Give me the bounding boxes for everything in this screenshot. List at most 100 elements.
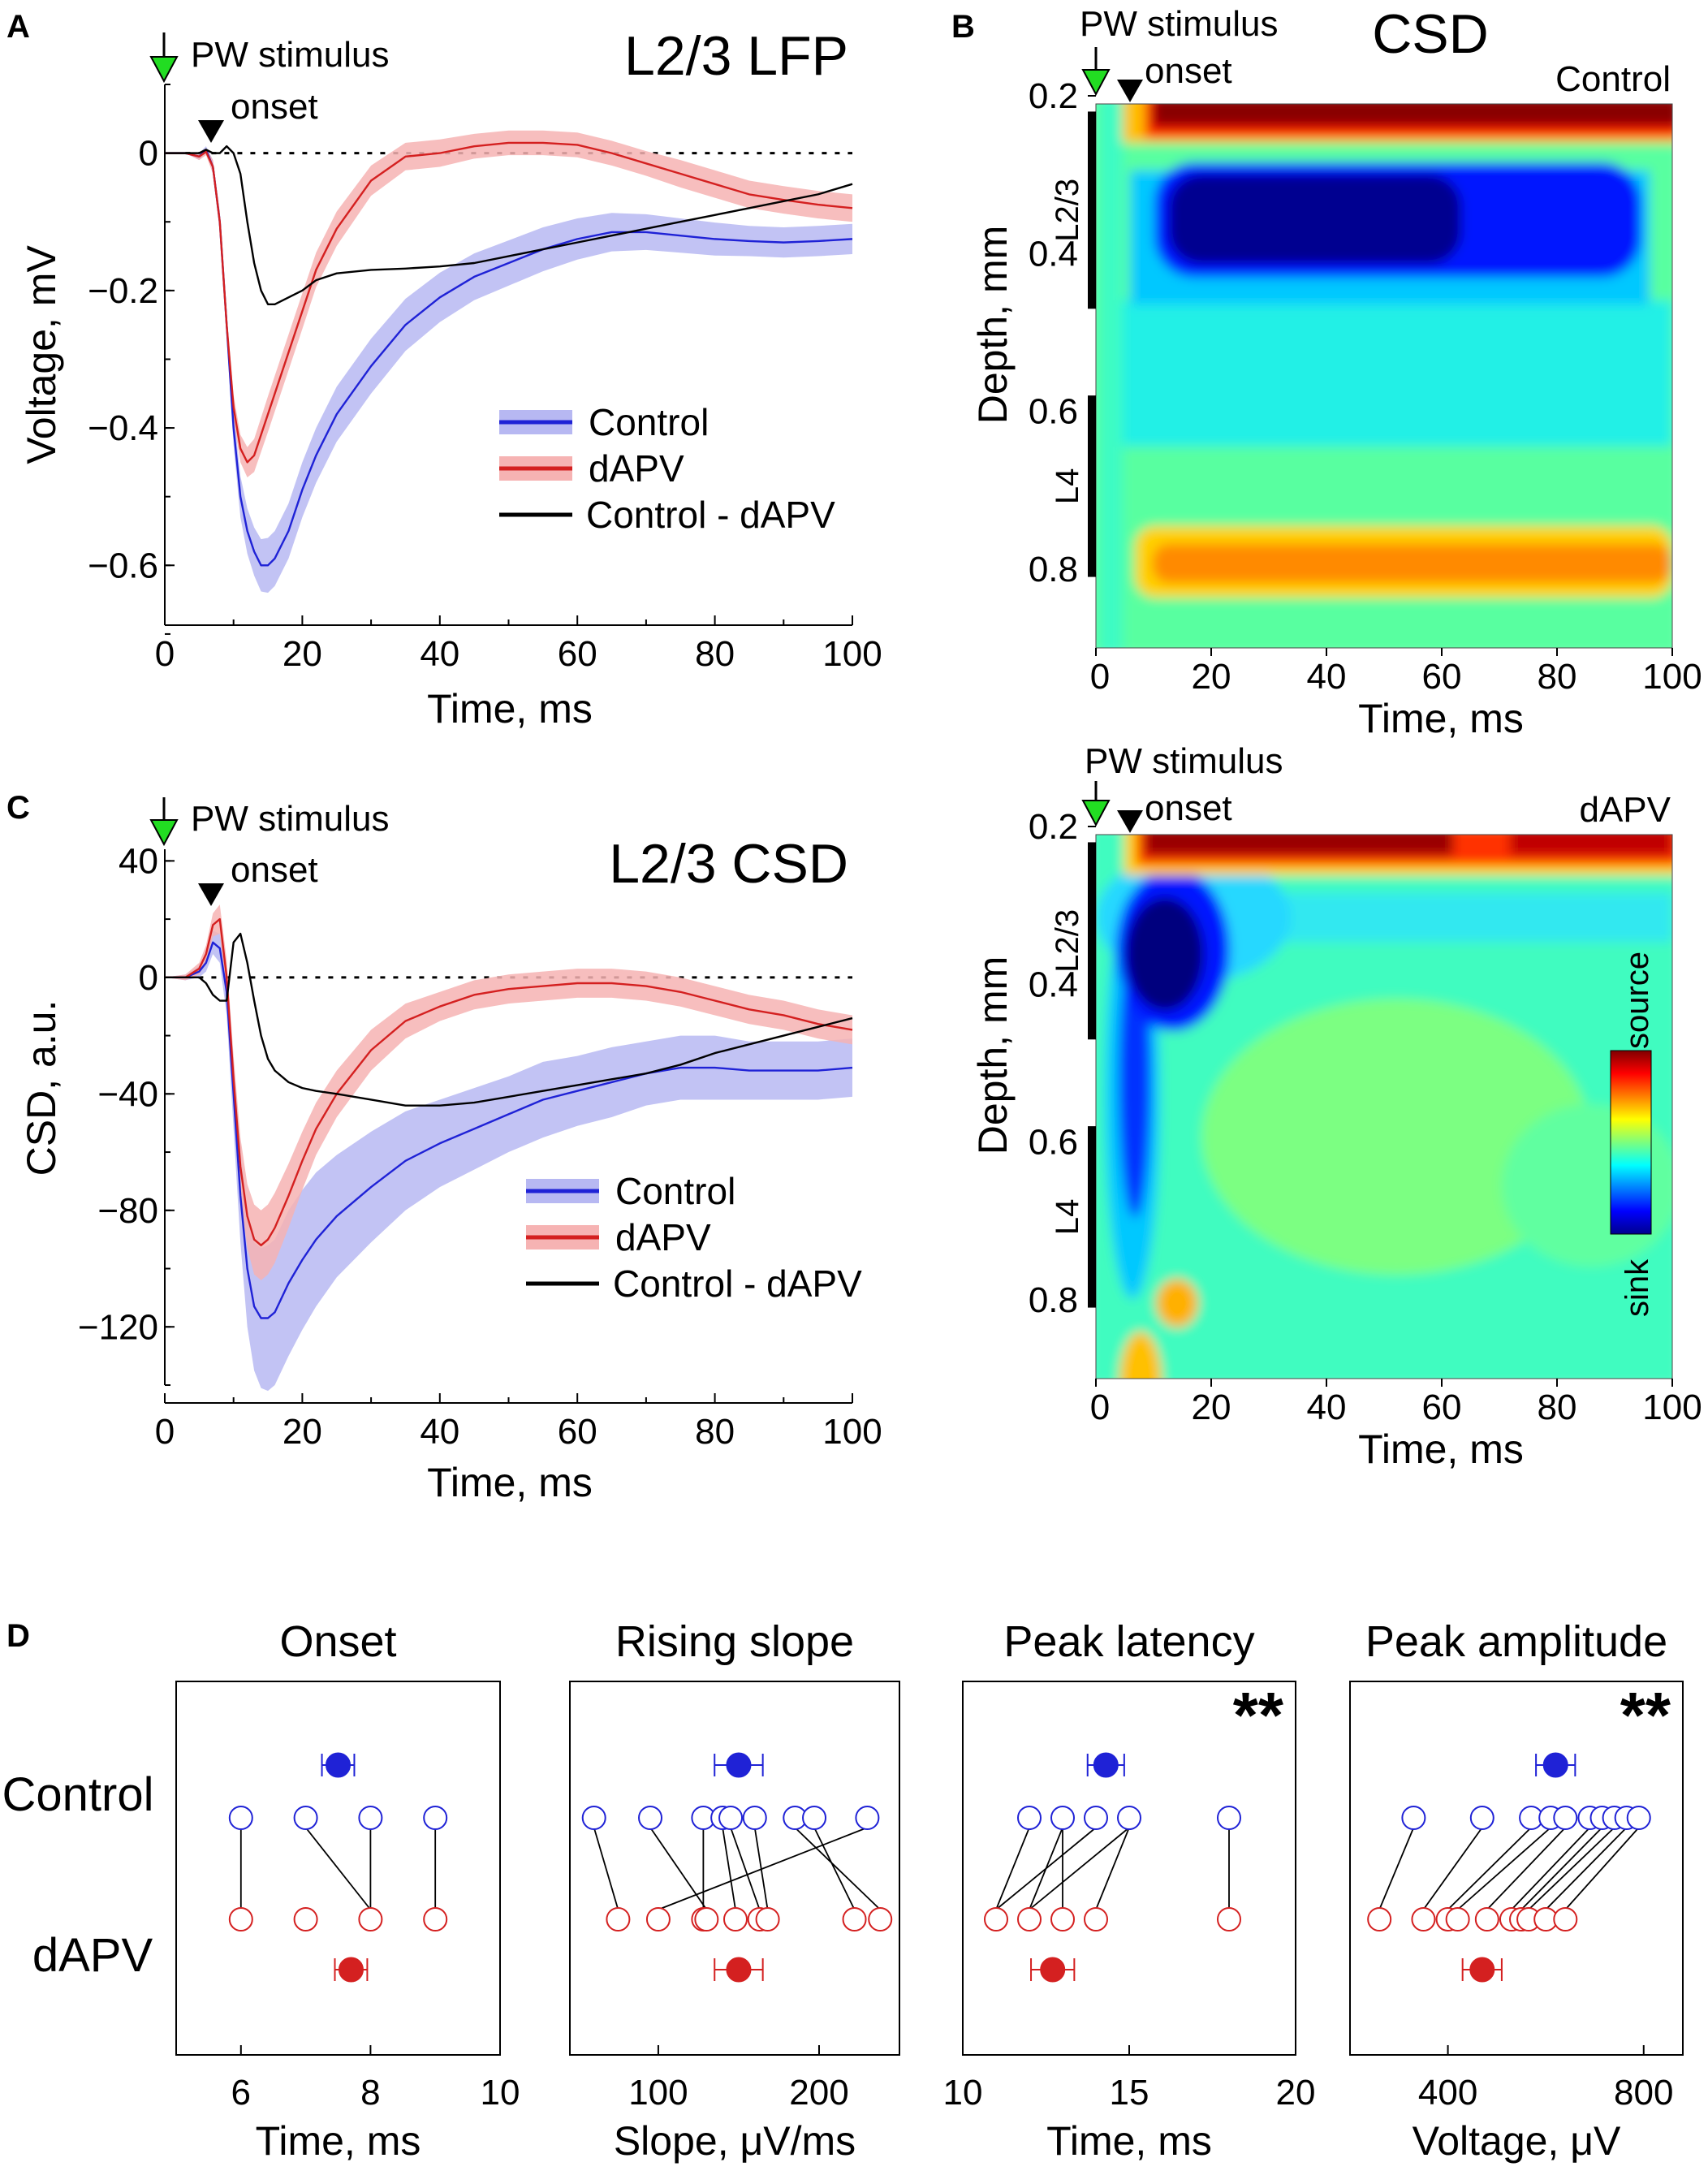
heatmap-region <box>1502 1104 1672 1267</box>
control-mean-point <box>1093 1752 1119 1778</box>
subplot-peak-latency: Peak latency Time, ms 10 15 20 ** <box>943 1617 1316 2164</box>
csd-heatmap-dapv: dAPV Time, ms Depth, mm <box>970 741 1702 1472</box>
layer-label: L2/3 <box>1050 179 1085 242</box>
dapv-point <box>694 1907 719 1931</box>
y-tick-label: 0.4 <box>1029 234 1078 274</box>
subplot-onset: Onset Time, ms6 8 10 <box>175 1617 520 2164</box>
sink-core <box>1126 897 1204 1011</box>
source-core <box>1145 835 1453 856</box>
x-tick-label: 40 <box>420 634 459 674</box>
control-point <box>293 1806 318 1830</box>
stimulus-arrow-icon <box>149 819 179 847</box>
row-label-dapv: dAPV <box>32 1929 153 1982</box>
series-group <box>165 904 853 1392</box>
onset-marker-icon <box>198 120 224 143</box>
stimulus-arrow-icon <box>149 56 179 84</box>
onset-label: onset <box>1145 788 1232 828</box>
x-tick-label: 100 <box>822 1412 882 1452</box>
legend-dapv-label: dAPV <box>589 447 684 490</box>
control-point <box>423 1806 448 1830</box>
layer-label: L4 <box>1050 468 1085 505</box>
stimulus-arrow-icon <box>1081 69 1111 97</box>
sink-core <box>1169 175 1461 264</box>
pair-line <box>995 1827 1030 1910</box>
stimulus-label: PW stimulus <box>191 35 389 75</box>
heatmap-frame <box>1095 834 1673 1379</box>
legend-diff-label: Control - dAPV <box>613 1262 862 1305</box>
heatmap-x-label: Time, ms <box>1358 696 1524 741</box>
row-label-control: Control <box>2 1768 154 1821</box>
legend-control-label: Control <box>589 401 709 443</box>
x-tick-label: 40 <box>420 1412 459 1452</box>
dapv-point <box>1474 1907 1499 1931</box>
heatmap-region <box>1201 999 1591 1275</box>
y-tick-label: 0.4 <box>1029 965 1078 1004</box>
x-tick-label: 20 <box>283 634 322 674</box>
colorbar-top-label: source <box>1620 952 1655 1049</box>
dapv-mean-point <box>726 1957 752 1983</box>
y-tick-label: 0.6 <box>1029 1123 1078 1163</box>
x-tick-label: 400 <box>1418 2073 1477 2113</box>
subplot-title: Onset <box>279 1617 396 1666</box>
csd-trace-chart: L2/3 CSD Time, ms CSD, a.u. Control dAPV… <box>19 797 882 1505</box>
legend-dapv-label: dAPV <box>615 1216 711 1258</box>
legend: Control dAPV Control - dAPV <box>499 401 835 536</box>
dapv-point <box>1553 1907 1578 1931</box>
x-tick-label: 60 <box>558 1412 597 1452</box>
subplot-title: Peak amplitude <box>1365 1617 1667 1666</box>
dapv-point <box>293 1907 318 1931</box>
stimulus-label: PW stimulus <box>1080 4 1278 44</box>
heatmap-y-label: Depth, mm <box>970 956 1016 1155</box>
x-tick-label: 0 <box>1090 1388 1110 1427</box>
dapv-point <box>228 1907 253 1931</box>
lfp-x-label: Time, ms <box>427 686 593 732</box>
stimulus-annotation: PW stimulus onset <box>149 797 389 906</box>
series-line-difference <box>165 932 853 1107</box>
legend: Control dAPV Control - dAPV <box>526 1170 862 1305</box>
source-spot <box>1156 1279 1198 1327</box>
x-tick-label: 60 <box>1422 657 1462 697</box>
axes: 0 20 40 60 80 100 0.2 0.4 0.6 0.8 L2/3 L4 <box>1029 76 1702 697</box>
x-tick-label: 100 <box>1642 1388 1702 1427</box>
x-tick-label: 40 <box>1307 1388 1347 1427</box>
y-tick-label: −80 <box>97 1191 158 1231</box>
y-tick-label: 0 <box>139 134 158 174</box>
significance-marker: ** <box>1233 1679 1284 1751</box>
x-tick-label: 20 <box>283 1412 322 1452</box>
pair-line <box>730 1827 761 1910</box>
subplot-frame <box>175 1681 501 2056</box>
control-point <box>1084 1806 1108 1830</box>
x-tick-label: 10 <box>943 2073 983 2113</box>
control-point <box>358 1806 383 1830</box>
onset-label: onset <box>231 87 318 127</box>
x-tick-label: 100 <box>628 2073 688 2113</box>
colorbar: source sink <box>1610 952 1655 1317</box>
onset-label: onset <box>231 850 318 890</box>
heatmap-x-label: Time, ms <box>1358 1426 1524 1472</box>
subplot-frame <box>1349 1681 1684 2056</box>
dapv-point <box>1367 1907 1392 1931</box>
layer-label: L4 <box>1050 1199 1085 1236</box>
control-point <box>1553 1806 1578 1830</box>
x-tick-label: 6 <box>231 2073 251 2113</box>
x-tick-label: 20 <box>1192 1388 1231 1427</box>
lfp-title: L2/3 LFP <box>624 25 848 87</box>
pair-line <box>1564 1827 1640 1910</box>
pair-line <box>1447 1827 1532 1910</box>
control-point <box>638 1806 663 1830</box>
stimulus-annotation: PW stimulus onset <box>1081 741 1283 833</box>
subplot-peak-amplitude: Peak amplitude Voltage, μV 400 800 ** <box>1349 1617 1684 2164</box>
control-point <box>718 1806 744 1830</box>
x-tick-label: 20 <box>1192 657 1231 697</box>
significance-marker: ** <box>1620 1679 1671 1751</box>
heatmap-condition-dapv: dAPV <box>1579 790 1671 830</box>
x-tick-label: 200 <box>789 2073 848 2113</box>
subplot-x-label: Time, ms <box>1046 2118 1212 2164</box>
series-line-control <box>165 941 853 1319</box>
stimulus-label: PW stimulus <box>191 799 389 839</box>
x-tick-label: 100 <box>822 634 882 674</box>
x-tick-label: 15 <box>1110 2073 1149 2113</box>
onset-label: onset <box>1145 51 1232 91</box>
